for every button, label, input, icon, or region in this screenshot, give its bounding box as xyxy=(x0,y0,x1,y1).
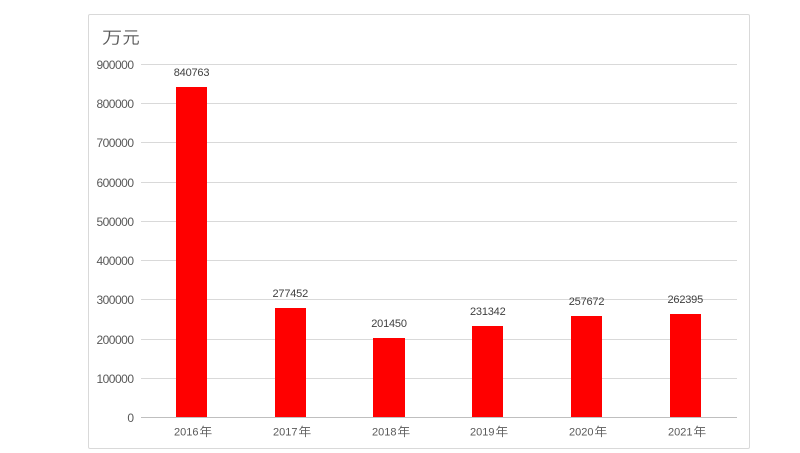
svg-text:2016: 2016 xyxy=(174,426,198,438)
svg-text:2019: 2019 xyxy=(470,426,494,438)
svg-text:2021: 2021 xyxy=(668,426,692,438)
svg-text:2018: 2018 xyxy=(372,426,396,438)
svg-text:2017: 2017 xyxy=(273,426,297,438)
svg-text:2020: 2020 xyxy=(569,426,593,438)
